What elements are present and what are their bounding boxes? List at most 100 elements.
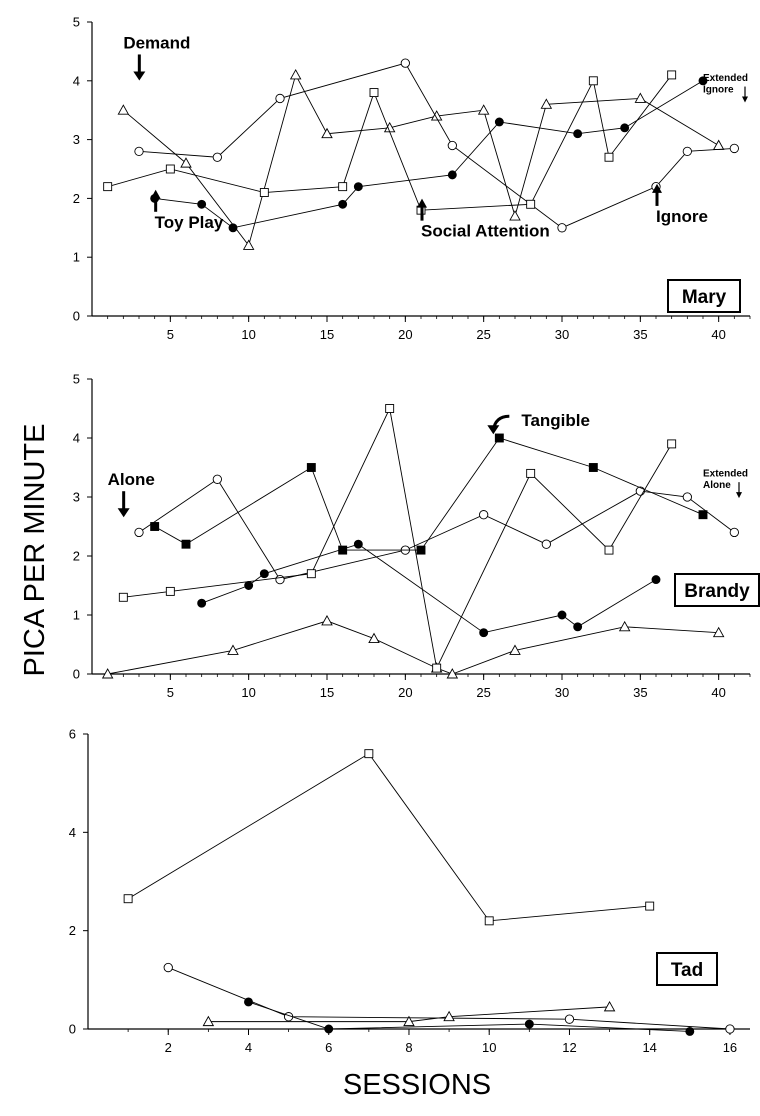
data-point-triangle xyxy=(634,92,647,103)
annotation-label: Ignore xyxy=(703,85,734,96)
x-tick-label: 4 xyxy=(245,1040,252,1055)
data-point-triangle xyxy=(430,110,443,121)
y-tick-label: 2 xyxy=(69,923,76,938)
y-tick-label: 5 xyxy=(73,372,80,387)
y-tick-label: 4 xyxy=(69,825,76,840)
arrow-head-icon xyxy=(133,71,146,81)
y-axis-title: PICA PER MINUTE xyxy=(19,424,51,677)
data-point-square xyxy=(306,569,316,579)
data-point-filled-square xyxy=(306,463,316,472)
data-point-circle xyxy=(163,962,173,973)
y-tick-label: 4 xyxy=(73,431,80,446)
data-point-square xyxy=(645,901,655,911)
data-point-circle xyxy=(564,1014,575,1024)
data-point-triangle xyxy=(403,1015,415,1027)
y-tick-label: 0 xyxy=(73,309,80,324)
x-tick-label: 15 xyxy=(320,685,334,700)
x-tick-label: 16 xyxy=(723,1040,737,1055)
data-point-circle xyxy=(212,474,222,484)
data-point-square xyxy=(103,182,113,192)
y-tick-label: 2 xyxy=(73,549,80,564)
panel-brandy: 0 1 2 3 4 5 5 10 15 20 25 30 35 40 Alone Tangible Extend… xyxy=(73,372,760,700)
data-point-square xyxy=(369,88,379,98)
data-point-triangle xyxy=(180,157,192,168)
data-point-circle xyxy=(725,1024,735,1034)
data-point-triangle xyxy=(712,626,725,638)
x-tick-label: 30 xyxy=(555,327,569,342)
x-tick-label: 10 xyxy=(241,685,255,700)
data-point-triangle xyxy=(289,68,302,80)
participant-name-box xyxy=(656,952,718,986)
data-point-filled-square xyxy=(494,433,504,443)
data-point-filled-square xyxy=(588,463,598,472)
x-tick-label: 15 xyxy=(320,327,334,342)
y-tick-label: 0 xyxy=(69,1022,76,1037)
participant-name: Tad xyxy=(671,960,703,981)
annotation-label: Toy Play xyxy=(155,213,224,232)
x-tick-label: 2 xyxy=(165,1040,172,1055)
y-tick-label: 3 xyxy=(73,132,80,147)
series-line-square xyxy=(123,407,673,670)
data-point-square xyxy=(526,468,536,478)
data-point-circle xyxy=(729,527,739,538)
x-tick-label: 40 xyxy=(711,327,725,342)
data-point-filled-circle xyxy=(244,581,254,590)
x-axis-title: SESSIONS xyxy=(343,1069,491,1101)
x-tick-label: 25 xyxy=(476,685,490,700)
arrow-head-icon xyxy=(742,96,748,103)
x-tick-label: 5 xyxy=(167,327,174,342)
y-tick-label: 1 xyxy=(73,608,80,623)
x-tick-label: 40 xyxy=(711,685,725,700)
x-tick-label: 8 xyxy=(405,1040,412,1055)
x-tick-label: 5 xyxy=(167,685,174,700)
data-point-circle xyxy=(134,146,144,157)
data-point-filled-circle xyxy=(573,129,583,139)
data-point-filled-circle xyxy=(259,569,269,579)
series-line-filled-square xyxy=(154,437,704,551)
data-point-triangle xyxy=(321,127,333,139)
data-point-triangle xyxy=(540,98,553,109)
data-point-filled-circle xyxy=(228,223,238,233)
data-point-circle xyxy=(682,146,692,157)
series-line-circle xyxy=(168,967,730,1030)
data-point-triangle xyxy=(509,210,521,221)
series-line-filled-circle xyxy=(154,80,704,229)
series-line-filled-circle xyxy=(201,543,657,634)
series-line-circle xyxy=(138,62,735,229)
data-point-square xyxy=(526,199,536,209)
data-point-circle xyxy=(275,93,285,104)
data-point-circle xyxy=(557,223,567,233)
data-point-triangle xyxy=(202,1015,215,1027)
data-point-filled-circle xyxy=(244,997,253,1007)
data-point-square xyxy=(259,188,269,197)
data-point-filled-circle xyxy=(324,1024,334,1034)
annotation-label: Alone xyxy=(108,470,155,489)
data-point-filled-circle xyxy=(353,182,363,192)
x-tick-label: 25 xyxy=(476,327,490,342)
annotation-label: Extended xyxy=(703,73,748,84)
data-point-filled-circle xyxy=(524,1019,534,1029)
y-tick-label: 3 xyxy=(73,490,80,505)
data-point-filled-square xyxy=(698,510,708,520)
series-line-circle xyxy=(138,478,735,581)
y-tick-label: 0 xyxy=(73,667,80,682)
data-point-filled-square xyxy=(150,522,160,531)
series-line-filled-circle xyxy=(248,1001,690,1032)
data-point-filled-circle xyxy=(197,598,207,608)
data-point-filled-circle xyxy=(573,622,583,632)
data-point-filled-circle xyxy=(447,170,457,180)
data-point-square xyxy=(165,586,175,596)
data-point-filled-circle xyxy=(651,575,661,585)
data-point-filled-circle xyxy=(685,1027,695,1036)
series-line-square xyxy=(127,753,650,922)
arrow-up-icon xyxy=(150,189,161,199)
arrow-head-icon xyxy=(736,492,742,499)
panel-mary: 0 1 2 3 4 5 5 10 15 20 25 30 35 40 Demand Toy Play Socia… xyxy=(73,15,751,342)
x-tick-label: 35 xyxy=(633,685,647,700)
data-point-circle xyxy=(400,58,410,68)
x-tick-label: 10 xyxy=(241,327,255,342)
data-point-square xyxy=(165,164,175,174)
x-tick-label: 12 xyxy=(562,1040,576,1055)
annotation-label: Tangible xyxy=(521,411,590,430)
data-point-triangle xyxy=(242,239,255,250)
